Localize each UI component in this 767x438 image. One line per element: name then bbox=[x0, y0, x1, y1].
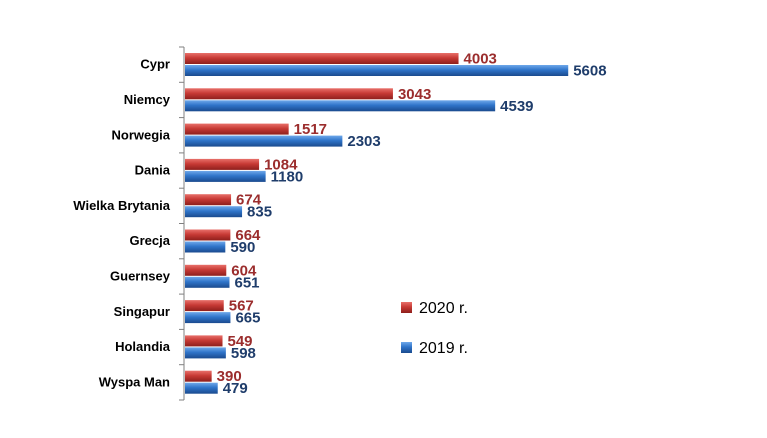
bar-2019 bbox=[185, 347, 226, 359]
category-label: Wielka Brytania bbox=[73, 198, 170, 213]
bar-2020 bbox=[185, 370, 212, 382]
bar-2019 bbox=[185, 170, 266, 182]
data-label: 5608 bbox=[573, 63, 606, 80]
bar-2020 bbox=[185, 53, 459, 64]
bar-2019 bbox=[185, 382, 218, 394]
data-label: 664 bbox=[235, 227, 261, 244]
data-label: 1180 bbox=[271, 168, 304, 185]
bar-2020 bbox=[185, 300, 224, 312]
bar-2020 bbox=[185, 158, 260, 170]
bar-2019 bbox=[185, 135, 343, 147]
legend: 2020 r. 2019 r. bbox=[401, 300, 468, 357]
category-label: Niemcy bbox=[124, 92, 171, 107]
data-label: 479 bbox=[223, 380, 248, 397]
data-label: 390 bbox=[217, 368, 242, 385]
bar-2020 bbox=[185, 229, 231, 241]
category-label: Dania bbox=[135, 163, 171, 178]
category-labels: Cypr Niemcy Norwegia Dania Wielka Brytania Gr… bbox=[73, 57, 170, 390]
category-label: Wyspa Man bbox=[99, 374, 170, 389]
data-label: 4003 bbox=[464, 51, 497, 68]
category-label: Guernsey bbox=[110, 268, 171, 283]
data-label: 1517 bbox=[294, 121, 327, 138]
legend-swatch-2020 bbox=[401, 302, 412, 313]
data-label: 4539 bbox=[500, 98, 533, 115]
bar-2020 bbox=[185, 194, 232, 206]
data-label: 598 bbox=[231, 345, 256, 362]
data-label: 3043 bbox=[398, 86, 431, 103]
data-label: 549 bbox=[228, 333, 253, 350]
legend-label: 2019 r. bbox=[419, 340, 468, 357]
data-label: 567 bbox=[229, 298, 254, 315]
category-label: Singapur bbox=[114, 304, 170, 319]
data-label: 590 bbox=[230, 239, 255, 256]
data-label: 1084 bbox=[264, 156, 298, 173]
bar-2020 bbox=[185, 88, 393, 100]
bar-2019 bbox=[185, 100, 496, 112]
bar-2019 bbox=[185, 312, 231, 324]
bar-2020 bbox=[185, 264, 227, 276]
bar-2019 bbox=[185, 276, 230, 288]
bar-2019 bbox=[185, 65, 569, 76]
category-label: Cypr bbox=[140, 57, 170, 72]
data-label: 2303 bbox=[347, 133, 380, 150]
category-label: Holandia bbox=[115, 339, 171, 354]
data-label: 604 bbox=[231, 262, 257, 279]
legend-label: 2020 r. bbox=[419, 300, 468, 317]
data-label: 651 bbox=[234, 274, 259, 291]
bars bbox=[185, 53, 569, 394]
bar-2020 bbox=[185, 123, 289, 135]
bar-2019 bbox=[185, 206, 243, 218]
data-label: 674 bbox=[236, 192, 262, 209]
data-label: 665 bbox=[235, 310, 260, 327]
bar-2019 bbox=[185, 241, 226, 253]
y-axis-ticks bbox=[179, 46, 184, 401]
legend-swatch-2019 bbox=[401, 342, 412, 353]
bar-2020 bbox=[185, 335, 223, 347]
data-label: 835 bbox=[247, 204, 272, 221]
category-label: Grecja bbox=[130, 233, 171, 248]
category-label: Norwegia bbox=[111, 127, 170, 142]
